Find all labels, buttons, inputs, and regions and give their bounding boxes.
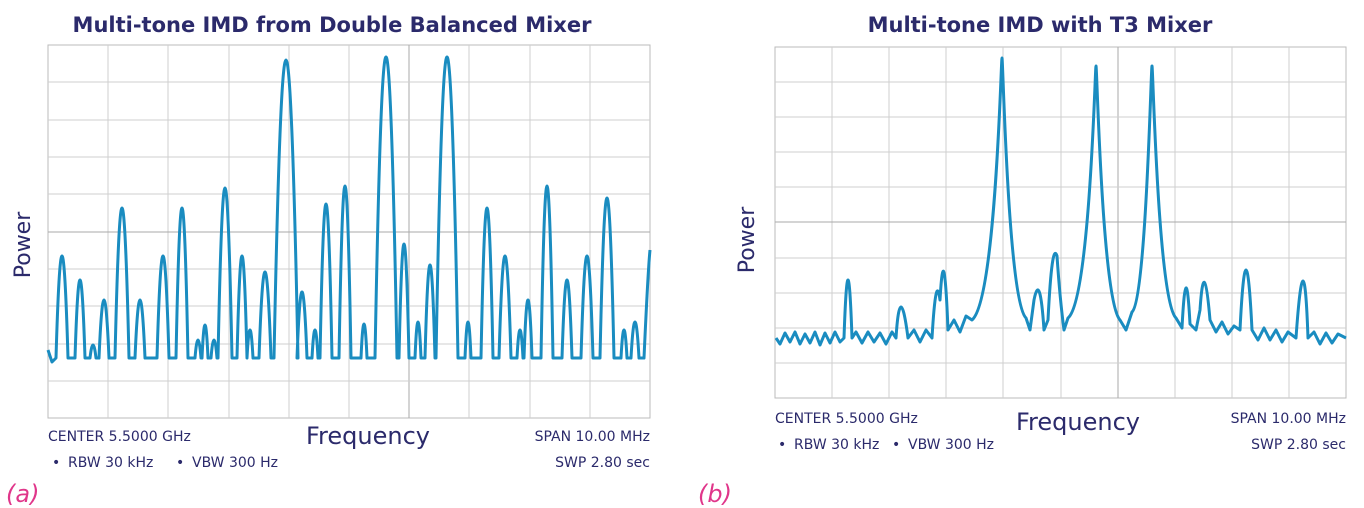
swp-label: SWP 2.80 sec [1251, 437, 1346, 453]
span-label: SPAN 10.00 MHz [535, 429, 650, 445]
panel-tag: (a) [6, 480, 39, 508]
panel-title: Multi-tone IMD from Double Balanced Mixe… [73, 13, 593, 37]
grid [47, 44, 651, 419]
rbw-label: RBW 30 kHz [794, 437, 879, 453]
x-axis-label: Frequency [1016, 408, 1140, 436]
swp-label: SWP 2.80 sec [555, 455, 650, 471]
bullet: • [892, 437, 900, 453]
bullet: • [52, 455, 60, 471]
bullet: • [778, 437, 786, 453]
y-axis-label: Power [735, 206, 760, 273]
bullet: • [176, 455, 184, 471]
panel-a: Multi-tone IMD from Double Balanced Mixe… [6, 13, 652, 508]
center-label: CENTER 5.5000 GHz [775, 411, 918, 427]
panel-tag: (b) [698, 480, 732, 508]
panel-b: Multi-tone IMD with T3 Mixer Power CENTE… [698, 13, 1347, 508]
center-label: CENTER 5.5000 GHz [48, 429, 191, 445]
spectrum-trace [46, 55, 652, 364]
spectrum-trace [774, 56, 1347, 347]
vbw-label: VBW 300 Hz [192, 455, 278, 471]
panel-title: Multi-tone IMD with T3 Mixer [868, 13, 1213, 37]
x-axis-label: Frequency [306, 422, 430, 450]
rbw-label: RBW 30 kHz [68, 455, 153, 471]
y-axis-label: Power [11, 211, 36, 278]
grid [774, 46, 1347, 399]
span-label: SPAN 10.00 MHz [1231, 411, 1346, 427]
vbw-label: VBW 300 Hz [908, 437, 994, 453]
